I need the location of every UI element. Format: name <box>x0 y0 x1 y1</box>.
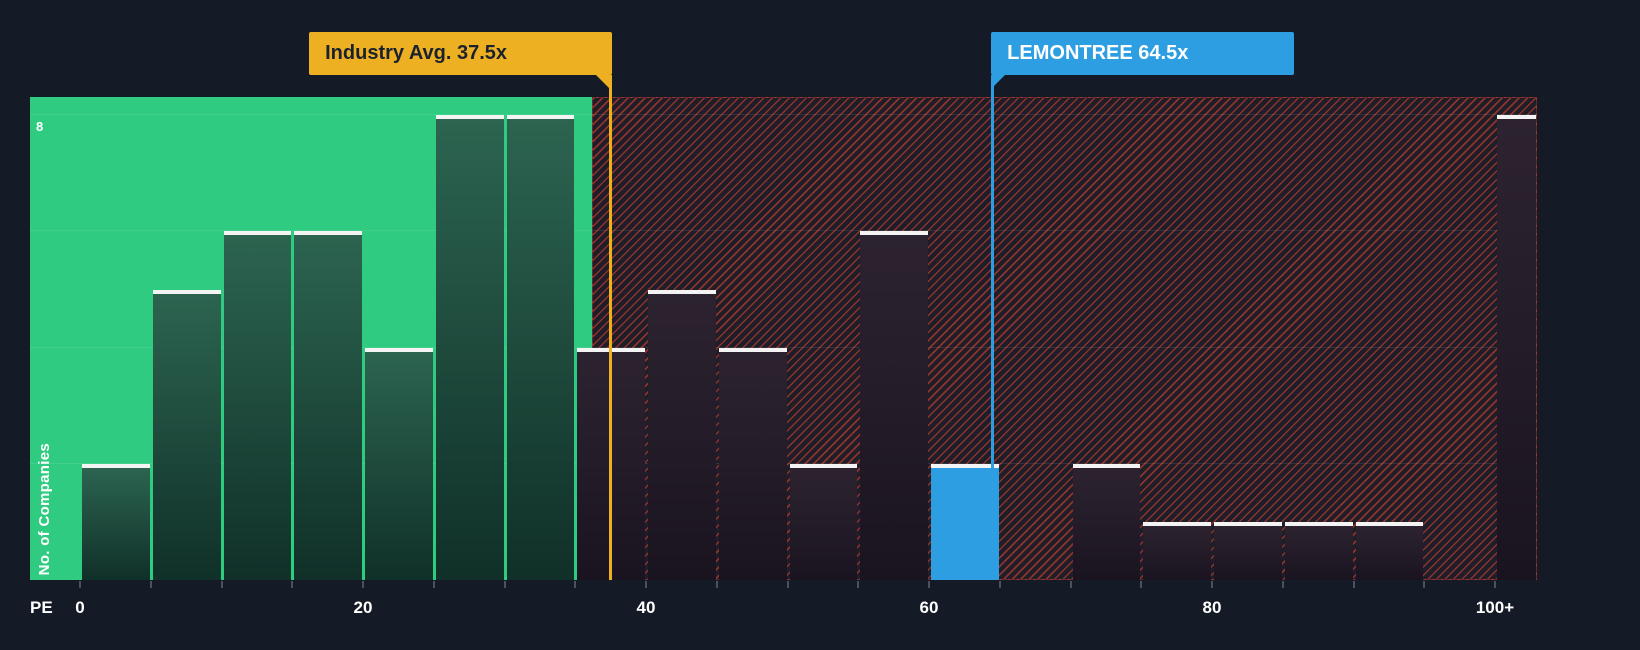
x-tick-mark-65 <box>998 581 1001 588</box>
x-axis-title: PE <box>30 598 53 617</box>
x-tick-mark-40 <box>645 581 647 588</box>
gridline-4 <box>30 346 1537 348</box>
histogram-bar-0[interactable] <box>82 463 150 580</box>
x-tick-mark-55 <box>857 581 860 588</box>
industry-avg-pointer <box>596 75 611 89</box>
histogram-bar-70[interactable] <box>1072 463 1141 580</box>
histogram-bar-90[interactable] <box>1355 521 1424 580</box>
plot-area: 8 No. of Companies <box>30 97 1537 580</box>
histogram-bar-45[interactable] <box>718 347 787 580</box>
histogram-bar-75[interactable] <box>1143 521 1211 580</box>
histogram-bar-15[interactable] <box>294 231 362 580</box>
company-pointer <box>991 75 1006 89</box>
x-tick-mark-80 <box>1211 581 1213 588</box>
histogram-bar-30[interactable] <box>506 115 575 580</box>
company-marker-line <box>991 75 995 580</box>
histogram-bar-50[interactable] <box>789 463 858 580</box>
x-tick-label-80: 80 <box>1202 598 1222 617</box>
histogram-bar-85[interactable] <box>1284 521 1353 580</box>
y-axis-title: No. of Companies <box>36 442 53 575</box>
gridline-8 <box>30 114 1537 116</box>
x-tick-label-100+: 100+ <box>1475 598 1515 617</box>
x-tick-mark-10 <box>220 581 223 588</box>
histogram-bar-80[interactable] <box>1214 521 1282 580</box>
histogram-bar-40[interactable] <box>648 289 716 580</box>
histogram-bar-25[interactable] <box>435 115 504 580</box>
x-tick-mark-45 <box>715 581 718 588</box>
x-tick-mark-30 <box>503 581 506 588</box>
above-average-zone <box>592 97 1537 580</box>
x-tick-mark-75 <box>1140 581 1143 588</box>
x-tick-mark-20 <box>362 581 364 588</box>
x-tick-mark-100 <box>1494 581 1496 588</box>
company-callout: LEMONTREE 64.5x <box>991 32 1295 75</box>
x-tick-mark-90 <box>1352 581 1355 588</box>
x-tick-mark-25 <box>432 581 435 588</box>
x-tick-label-60: 60 <box>919 598 939 617</box>
y-axis-max-tick: 8 <box>36 119 44 134</box>
x-tick-mark-0 <box>79 581 81 588</box>
x-tick-mark-5 <box>149 581 152 588</box>
gridline-6 <box>30 230 1537 232</box>
x-tick-mark-95 <box>1423 581 1426 588</box>
x-axis: PE 0 20 40 60 80 100+ <box>0 598 1640 622</box>
industry-avg-line <box>609 75 613 580</box>
x-tick-label-40: 40 <box>636 598 656 617</box>
x-tick-mark-70 <box>1069 581 1072 588</box>
x-tick-mark-85 <box>1281 581 1284 588</box>
histogram-bar-100[interactable] <box>1497 115 1536 580</box>
x-tick-mark-15 <box>291 581 294 588</box>
x-tick-mark-50 <box>786 581 789 588</box>
x-tick-mark-35 <box>574 581 577 588</box>
histogram-bar-20[interactable] <box>365 347 433 580</box>
x-tick-mark-60 <box>928 581 930 588</box>
x-tick-label-20: 20 <box>353 598 373 617</box>
company-bar[interactable] <box>931 463 999 580</box>
x-tick-label-0: 0 <box>75 598 85 617</box>
histogram-bar-5[interactable] <box>152 289 221 580</box>
histogram-bar-55[interactable] <box>860 231 928 580</box>
histogram-bar-10[interactable] <box>223 231 292 580</box>
industry-avg-callout: Industry Avg. 37.5x <box>309 32 613 75</box>
